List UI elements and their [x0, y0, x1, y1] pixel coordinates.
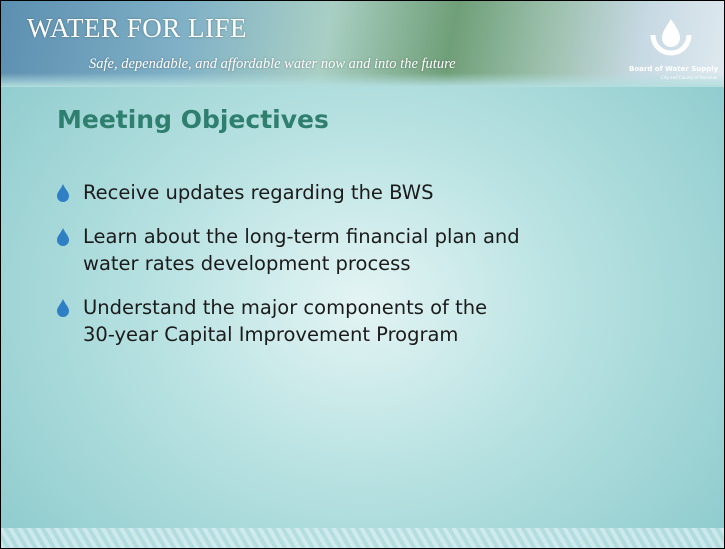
drop-icon [56, 299, 70, 317]
slide: WATER FOR LIFE Safe, dependable, and aff… [0, 0, 725, 549]
bullet-text: 30-year Capital Improvement Program [83, 321, 676, 348]
logo-subtitle: City and County of Honolulu [661, 75, 717, 80]
drop-icon [56, 184, 70, 202]
bullet-list: Receive updates regarding the BWS Learn a… [56, 179, 676, 365]
bullet-text: Understand the major components of the [83, 294, 676, 321]
bullet-text: Receive updates regarding the BWS [83, 179, 676, 206]
bullet-text: Learn about the long-term financial plan… [83, 223, 676, 250]
bullet-text: water rates development process [83, 250, 676, 277]
logo-name: Board of Water Supply [629, 65, 718, 73]
footer-pattern [1, 528, 724, 548]
bullet: Learn about the long-term financial plan… [56, 223, 676, 277]
brand: WATER FOR LIFE [27, 13, 247, 44]
tagline: Safe, dependable, and affordable water n… [89, 56, 456, 73]
drop-icon [56, 228, 70, 246]
slide-title: Meeting Objectives [57, 105, 329, 134]
bullet: Receive updates regarding the BWS [56, 179, 676, 206]
